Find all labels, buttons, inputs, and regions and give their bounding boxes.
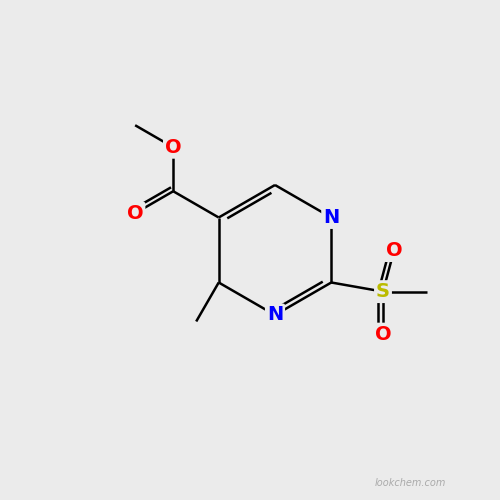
Text: O: O (386, 241, 402, 260)
Text: O: O (165, 138, 182, 156)
Text: lookchem.com: lookchem.com (374, 478, 446, 488)
Text: O: O (374, 324, 392, 344)
Text: N: N (267, 306, 283, 324)
Text: S: S (376, 282, 390, 301)
Text: N: N (323, 208, 340, 227)
Text: O: O (127, 204, 144, 223)
